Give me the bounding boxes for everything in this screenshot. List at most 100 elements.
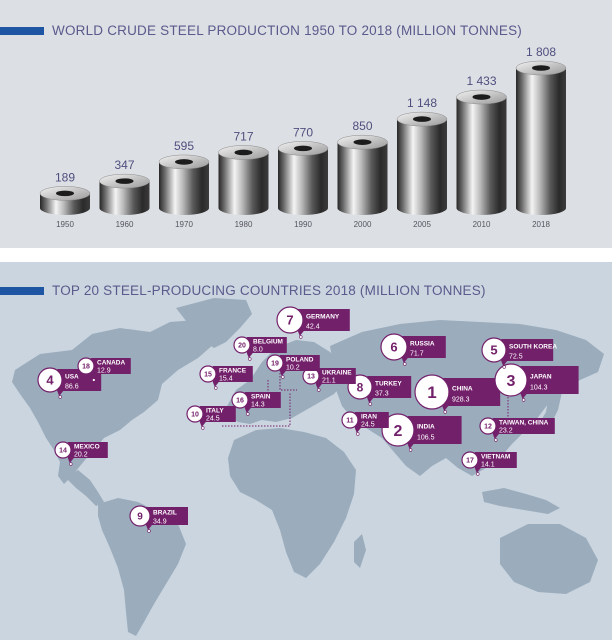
country-value: 928.3 (452, 397, 470, 404)
country-pin (317, 388, 321, 392)
country-tag: 6 RUSSIA 71.7 (380, 333, 446, 366)
rank-circle (37, 367, 63, 393)
cylinder-bar (218, 145, 269, 215)
country-tag-flag (146, 507, 188, 530)
country-pin (214, 386, 218, 390)
country-name: TAIWAN, CHINA (499, 420, 549, 427)
country-rank: 1 (427, 383, 436, 402)
rank-circle (233, 336, 251, 354)
country-pin (356, 432, 360, 436)
country-rank: 17 (466, 458, 474, 465)
production-chart: 189 1950 347 1960 595 1970 717 1980 770 1990 850 20… (39, 45, 567, 229)
country-tag-flag (90, 358, 131, 379)
cylinder-body (456, 97, 507, 215)
cylinder-hole (175, 159, 193, 165)
country-name: IRAN (361, 414, 377, 421)
country-tag-flag (367, 376, 412, 403)
country-tag-flag (297, 309, 350, 336)
country-name: SOUTH KOREA (509, 344, 557, 351)
country-tag-flag (315, 368, 356, 389)
country-name: MEXICO (74, 444, 100, 451)
country-rank: 2 (394, 423, 403, 440)
country-tag-flag (67, 442, 108, 463)
country-pin (58, 395, 62, 399)
land-australia (500, 524, 598, 594)
connector-poland (279, 364, 297, 391)
cylinder-hole (115, 178, 134, 184)
bar-value-label: 1 808 (526, 45, 556, 59)
country-name: GERMANY (306, 314, 340, 321)
country-tag-flag (492, 418, 555, 439)
country-name: SPAIN (251, 394, 271, 401)
country-rank: 5 (490, 343, 497, 358)
country-pin (403, 362, 407, 366)
country-tag: 4 USA 86.6 (37, 367, 102, 399)
land-south-america (98, 498, 186, 636)
country-name: INDIA (417, 424, 435, 431)
country-tag: 5 SOUTH KOREA 72.5 (481, 337, 557, 369)
country-name: JAPAN (530, 374, 552, 381)
x-tick-label: 2000 (354, 220, 372, 229)
rank-circle (481, 337, 507, 363)
cylinder-body (159, 161, 209, 215)
country-pin (299, 335, 303, 339)
country-pin (248, 357, 252, 361)
rank-circle (77, 357, 95, 375)
cylinder-bar (39, 186, 91, 215)
country-value: 8.0 (253, 347, 263, 354)
country-rank: 13 (307, 374, 315, 381)
country-pin (502, 365, 506, 369)
country-value: 24.5 (361, 422, 375, 429)
country-value: 20.2 (74, 452, 88, 459)
country-tag: 2 INDIA 106.5 (381, 413, 462, 452)
country-rank: 14 (59, 448, 67, 455)
cylinder-hole (413, 116, 431, 122)
cylinder-body (516, 68, 566, 215)
country-pin (494, 438, 498, 442)
country-rank: 8 (357, 380, 364, 394)
country-name: USA (65, 374, 79, 381)
bar-value-label: 717 (233, 129, 253, 143)
x-tick-label: 1950 (56, 220, 74, 229)
rank-circle (494, 363, 528, 397)
country-value: 71.7 (410, 351, 424, 358)
country-value: 23.2 (499, 428, 513, 435)
cylinder-bar (337, 134, 388, 215)
rank-circle (199, 365, 217, 383)
cylinder-body (278, 148, 328, 215)
land-madagascar (354, 534, 366, 568)
country-pin (521, 398, 526, 402)
country-tag: 9 BRAZIL 34.9 (129, 505, 188, 533)
country-name: VIETNAM (481, 454, 510, 461)
country-value: 14.1 (481, 462, 495, 469)
country-tag-flag (199, 406, 236, 427)
country-rank: 10 (191, 412, 199, 419)
cylinder-bar (158, 154, 210, 215)
country-pin (92, 378, 96, 382)
countries-title-accent (0, 287, 44, 295)
country-value: 15.4 (219, 376, 233, 383)
rank-circle (231, 391, 249, 409)
production-title-accent (0, 27, 44, 35)
rank-circle (341, 411, 359, 429)
country-name: RUSSIA (410, 341, 435, 348)
country-tag: 1 CHINA 928.3 (414, 374, 501, 414)
land-africa (228, 428, 356, 578)
country-value: 10.2 (286, 365, 300, 372)
country-value: 104.3 (530, 385, 548, 392)
country-rank: 12 (484, 424, 492, 431)
rank-circle (54, 441, 72, 459)
cylinder-bar (396, 111, 448, 215)
country-tag-flag (501, 339, 554, 366)
bar-value-label: 1 433 (466, 74, 496, 88)
country-rank: 4 (46, 373, 54, 388)
cylinder-hole (472, 94, 491, 100)
country-value: 42.4 (306, 324, 320, 331)
